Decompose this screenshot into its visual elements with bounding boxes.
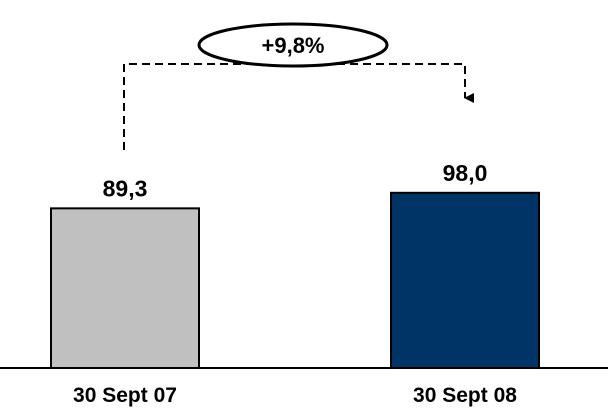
value-label-2: 98,0 xyxy=(443,160,488,186)
value-label-1: 89,3 xyxy=(103,175,148,201)
bar-1 xyxy=(50,207,200,369)
category-label-2: 30 Sept 08 xyxy=(413,384,517,407)
category-labels-group: 30 Sept 07 30 Sept 08 xyxy=(73,384,517,407)
category-label-1: 30 Sept 07 xyxy=(73,384,177,407)
bar-2 xyxy=(390,191,540,369)
change-connector xyxy=(123,63,474,150)
change-callout-label: +9,8% xyxy=(262,33,325,58)
change-callout-ellipse xyxy=(197,22,389,68)
bars-group xyxy=(50,191,540,369)
value-labels-group: 89,3 98,0 xyxy=(103,160,488,202)
